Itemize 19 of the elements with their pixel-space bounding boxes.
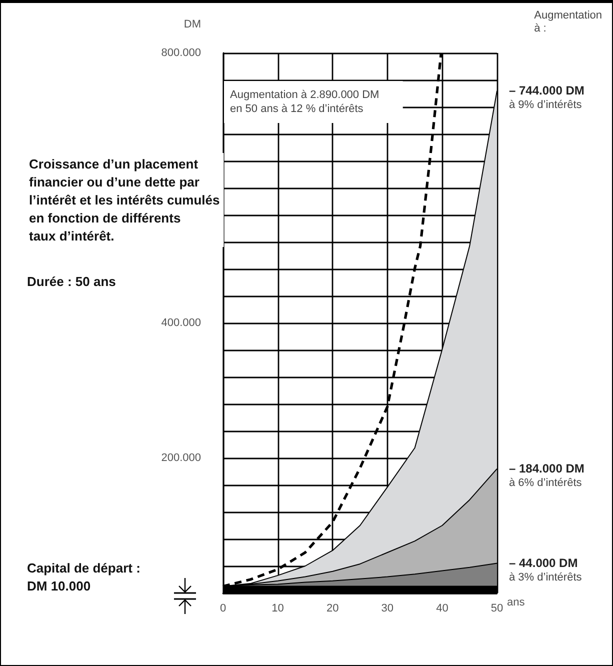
- x-tick-label: 30: [381, 602, 394, 614]
- x-tick-label: 0: [220, 602, 226, 614]
- x-tick-label: 20: [326, 602, 339, 614]
- text: – 44.000 DM à 3% d’intérêts: [509, 556, 582, 584]
- text: Croissance d’un placement financier ou d’une dette par l’intérêt et les intérêts cumulés en fonction de différents taux d’intérêt.: [29, 156, 220, 244]
- x-tick-label: 50: [490, 602, 504, 614]
- y-tick-label: 400.000: [161, 317, 201, 329]
- text: Capital de départ : DM 10.000: [27, 560, 140, 594]
- y-tick-label: 800.000: [161, 47, 201, 59]
- x-axis-title: ans: [507, 596, 526, 608]
- text: Durée : 50 ans: [27, 274, 116, 289]
- y-tick-label: 200.000: [161, 452, 201, 464]
- text: Augmentation à :: [534, 10, 602, 34]
- text: – 184.000 DM à 6% d’intérêts: [509, 461, 584, 489]
- text: – 744.000 DM à 9% d’intérêts: [509, 83, 584, 111]
- x-tick-label: 10: [272, 602, 284, 614]
- annotation: Augmentation à 2.890.000 DM en 50 ans à 12 % d’intérêts: [230, 89, 380, 115]
- x-tick-label: 40: [436, 602, 448, 614]
- y-axis-title: DM: [184, 18, 201, 30]
